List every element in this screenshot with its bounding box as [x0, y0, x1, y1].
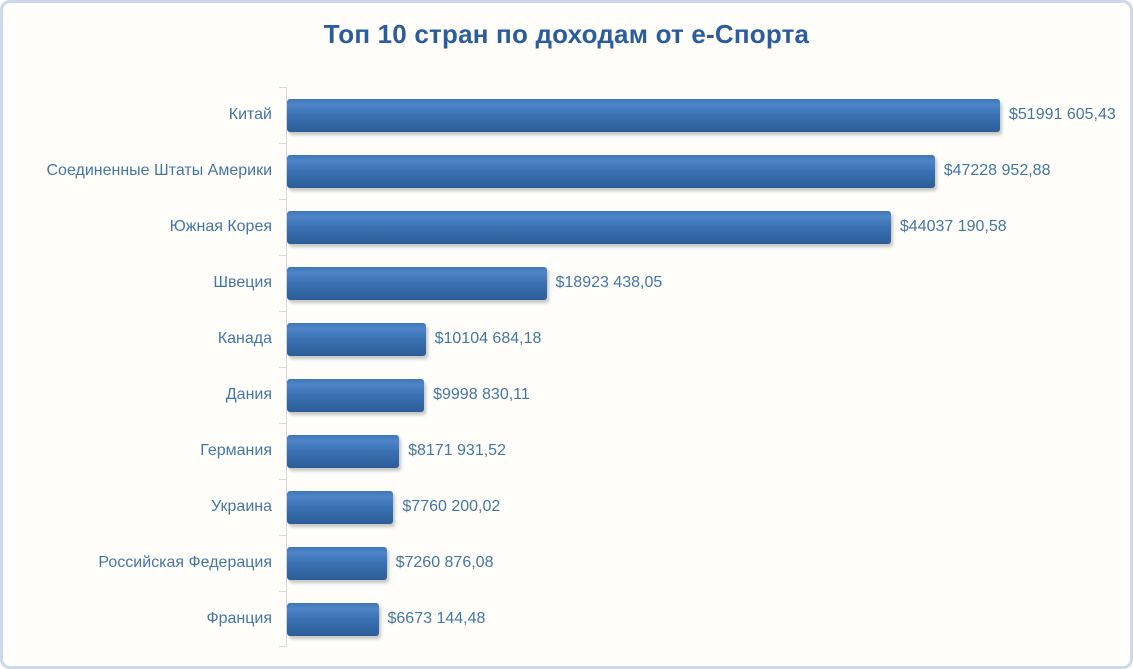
bar — [287, 546, 387, 580]
value-label: $51991 605,43 — [1009, 106, 1116, 123]
chart-row: Китай $51991 605,43 — [3, 87, 1130, 143]
value-label: $8171 931,52 — [408, 442, 506, 459]
value-label: $6673 144,48 — [387, 610, 486, 627]
chart-title: Топ 10 стран по доходам от е-Спорта — [323, 19, 810, 49]
bar — [287, 490, 394, 524]
value-label: $7260 876,08 — [395, 554, 494, 571]
rows: Китай $51991 605,43 Соединенные Штаты Амер… — [3, 87, 1130, 647]
bar — [287, 98, 1000, 132]
category-label: Канада — [217, 330, 272, 347]
value-label: $10104 684,18 — [434, 330, 542, 347]
category-label: Южная Корея — [169, 218, 272, 235]
category-label: Дания — [225, 386, 272, 403]
chart-row: Франция $6673 144,48 — [3, 591, 1130, 647]
bar — [287, 378, 425, 412]
value-label: $9998 830,11 — [433, 386, 530, 403]
chart-row: Германия $8171 931,52 — [3, 423, 1130, 479]
bar — [287, 602, 379, 636]
bar — [287, 266, 547, 300]
bar — [287, 322, 426, 356]
plot-area: Китай $51991 605,43 Соединенные Штаты Амер… — [3, 87, 1130, 647]
bar — [287, 210, 891, 244]
category-label: Российская Федерация — [98, 554, 272, 571]
bar — [287, 434, 400, 468]
chart-row: Канада $10104 684,18 — [3, 311, 1130, 367]
value-label: $44037 190,58 — [899, 218, 1007, 235]
chart-row: Украина $7760 200,02 — [3, 479, 1130, 535]
category-label: Украина — [211, 498, 272, 515]
chart-row: Южная Корея $44037 190,58 — [3, 199, 1130, 255]
bar — [287, 154, 935, 188]
chart-row: Соединенные Штаты Америки $47228 952,88 — [3, 143, 1130, 199]
category-label: Китай — [228, 106, 272, 123]
category-label: Соединенные Штаты Америки — [46, 162, 273, 179]
value-label: $7760 200,02 — [402, 498, 501, 515]
value-label: $18923 438,05 — [555, 274, 663, 291]
chart-row: Швеция $18923 438,05 — [3, 255, 1130, 311]
category-label: Швеция — [213, 274, 272, 291]
chart-row: Дания $9998 830,11 — [3, 367, 1130, 423]
category-label: Франция — [206, 610, 272, 627]
chart-row: Российская Федерация $7260 876,08 — [3, 535, 1130, 591]
value-label: $47228 952,88 — [943, 162, 1051, 179]
category-label: Германия — [200, 442, 272, 459]
